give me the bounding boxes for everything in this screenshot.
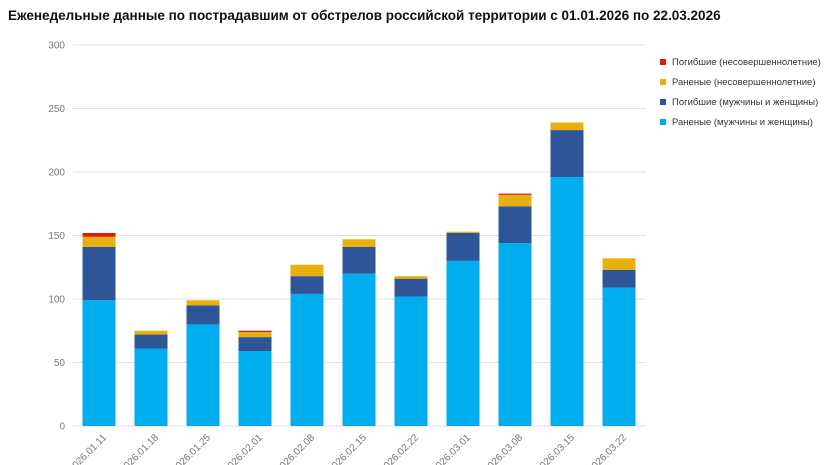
bar-segment [342,239,376,247]
legend-swatch [660,119,666,125]
legend-item: Раненые (несовершеннолетние) [660,72,821,92]
bar-segment [290,264,324,277]
bar-segment [238,330,272,333]
x-tick-label: 2026.02.08 [274,432,317,465]
bar-segment [342,273,376,426]
bar-segment [134,334,168,349]
legend-item: Погибшие (несовершеннолетние) [660,52,821,72]
bar-segment [186,305,220,325]
bar-segment [498,206,532,244]
x-tick-label: 2026.02.22 [378,432,421,465]
legend-swatch [660,59,666,65]
x-tick-label: 2026.03.15 [534,432,577,465]
bar-segment [290,276,324,294]
legend-label: Погибшие (мужчины и женщины) [672,96,819,108]
bar-segment [238,332,272,338]
bar-segment [186,300,220,306]
bar-segment [394,276,428,279]
chart-title: Еженедельные данные по пострадавшим от о… [8,8,721,23]
bar-segment [498,194,532,207]
bar-segment [238,351,272,426]
legend-label: Раненые (несовершеннолетние) [672,76,816,88]
bar-segment [602,269,636,288]
bar-segment [550,130,584,178]
y-tick-label: 150 [48,231,65,242]
legend: Погибшие (несовершеннолетние) Раненые (не… [660,52,821,132]
x-tick-label: 2026.03.22 [586,432,629,465]
bar-segment [82,232,116,237]
bar-segment [446,260,480,426]
x-tick-label: 2026.01.11 [66,432,109,465]
x-tick-label: 2026.01.25 [170,432,213,465]
bar-segment [342,246,376,274]
bar-segment [82,246,116,301]
y-tick-label: 0 [59,422,65,433]
bar-segment [134,348,168,426]
bar-segment [602,287,636,426]
bar-segment [550,122,584,131]
bar-segment [82,236,116,247]
legend-item: Раненые (мужчины и женщины) [660,112,821,132]
bar-segment [394,278,428,297]
bar-segment [498,193,532,195]
x-tick-label: 2026.02.15 [326,432,369,465]
legend-label: Раненые (мужчины и женщины) [672,116,813,128]
x-tick-label: 2026.02.01 [222,432,265,465]
legend-swatch [660,99,666,105]
legend-label: Погибшие (несовершеннолетние) [672,56,821,68]
x-tick-label: 2026.01.18 [118,432,161,465]
y-tick-label: 200 [48,168,65,179]
bar-segment [498,243,532,426]
y-tick-label: 300 [48,41,65,52]
bar-segment [446,232,480,261]
y-tick-label: 100 [48,295,65,306]
bar-segment [550,177,584,426]
y-tick-label: 250 [48,104,65,115]
bar-segment [602,258,636,270]
x-tick-label: 2026.03.08 [482,432,525,465]
y-tick-label: 50 [54,358,66,369]
bar-segment [238,337,272,352]
legend-swatch [660,79,666,85]
bar-segment [394,296,428,426]
legend-item: Погибшие (мужчины и женщины) [660,92,821,112]
x-tick-label: 2026.03.01 [430,432,473,465]
bar-segment [134,330,168,335]
bar-segment [186,324,220,426]
bar-segment [446,231,480,233]
bar-segment [290,293,324,426]
bar-segment [82,300,116,426]
